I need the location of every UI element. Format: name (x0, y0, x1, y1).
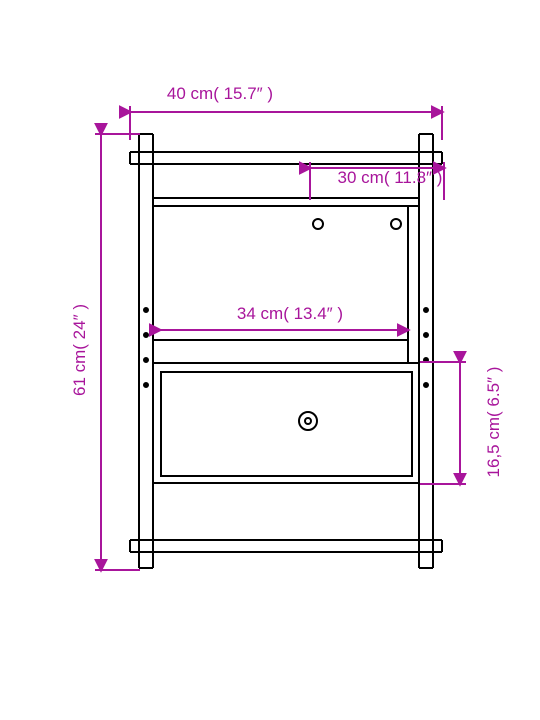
dim-overall-width: 40 cm( 15.7″ ) (140, 84, 300, 104)
dim-overall-height: 61 cm( 24″ ) (70, 280, 90, 420)
dim-depth: 30 cm( 11.8″ ) (310, 168, 470, 188)
dim-drawer-height: 16,5 cm( 6.5″ ) (484, 342, 504, 502)
dim-inner-width: 34 cm( 13.4″ ) (210, 304, 370, 324)
furniture-outline (130, 134, 442, 568)
